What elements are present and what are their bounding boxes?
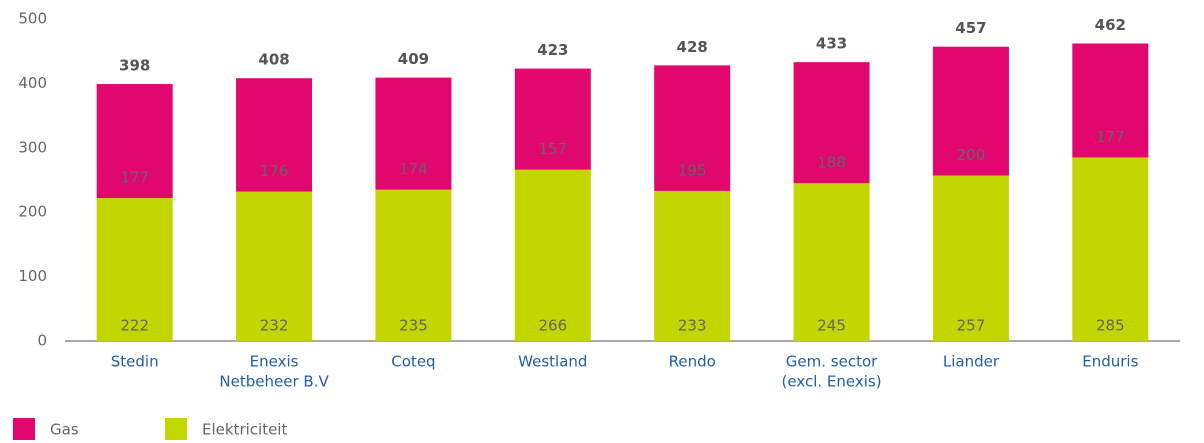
total-label: 433 — [816, 35, 847, 53]
bar-segment — [1072, 43, 1149, 158]
x-tick-label: Gem. sector — [786, 353, 878, 371]
total-label: 423 — [537, 41, 568, 59]
total-label: 457 — [955, 19, 986, 37]
segment-label: 222 — [120, 317, 149, 335]
bar-segment — [236, 78, 313, 192]
x-tick-label: Netbeheer B.V — [219, 373, 329, 391]
total-label: 409 — [398, 50, 429, 68]
x-tick-label: Liander — [943, 353, 1000, 371]
bar-segment — [96, 198, 173, 341]
legend-label: Elektriciteit — [202, 421, 287, 439]
bar-segment — [1072, 157, 1149, 341]
total-label: 462 — [1095, 16, 1126, 34]
segment-label: 200 — [957, 146, 986, 164]
segment-label: 232 — [260, 317, 289, 335]
legend-swatch — [165, 418, 187, 440]
y-tick-label: 0 — [37, 332, 47, 350]
legend-swatch — [13, 418, 35, 440]
x-tick-label: Rendo — [669, 353, 716, 371]
segment-label: 188 — [817, 154, 846, 172]
x-tick-label: Enexis — [250, 353, 299, 371]
bar-segment — [514, 169, 591, 341]
segment-label: 235 — [399, 317, 428, 335]
segment-label: 176 — [260, 162, 289, 180]
segment-label: 177 — [120, 169, 149, 187]
x-tick-label: Coteq — [391, 353, 435, 371]
y-tick-label: 100 — [18, 267, 47, 285]
x-tick-label: (excl. Enexis) — [782, 373, 882, 391]
segment-label: 266 — [538, 317, 567, 335]
bar-segment — [375, 77, 452, 190]
total-label: 408 — [258, 51, 289, 69]
total-label: 428 — [677, 38, 708, 56]
segment-label: 257 — [957, 317, 986, 335]
bar-segment — [96, 84, 173, 199]
y-tick-label: 200 — [18, 203, 47, 221]
bar-segment — [654, 190, 731, 341]
segment-label: 174 — [399, 160, 428, 178]
x-tick-label: Stedin — [111, 353, 159, 371]
total-label: 398 — [119, 57, 150, 75]
y-tick-label: 300 — [18, 138, 47, 156]
segment-label: 245 — [817, 317, 846, 335]
segment-label: 157 — [538, 140, 567, 158]
bar-segment — [932, 46, 1009, 176]
x-tick-label: Enduris — [1082, 353, 1138, 371]
bar-segment — [654, 65, 731, 191]
segment-label: 285 — [1096, 317, 1125, 335]
bar-segment — [375, 189, 452, 341]
bar-segment — [932, 175, 1009, 341]
segment-label: 233 — [678, 317, 707, 335]
x-tick-label: Westland — [518, 353, 587, 371]
segment-label: 195 — [678, 161, 707, 179]
bar-segment — [793, 183, 870, 341]
y-tick-label: 400 — [18, 74, 47, 92]
legend-label: Gas — [50, 421, 79, 439]
segment-label: 177 — [1096, 128, 1125, 146]
bar-segment — [514, 68, 591, 170]
bar-segment — [236, 191, 313, 341]
y-tick-label: 500 — [18, 10, 47, 28]
bar-segment — [793, 62, 870, 184]
